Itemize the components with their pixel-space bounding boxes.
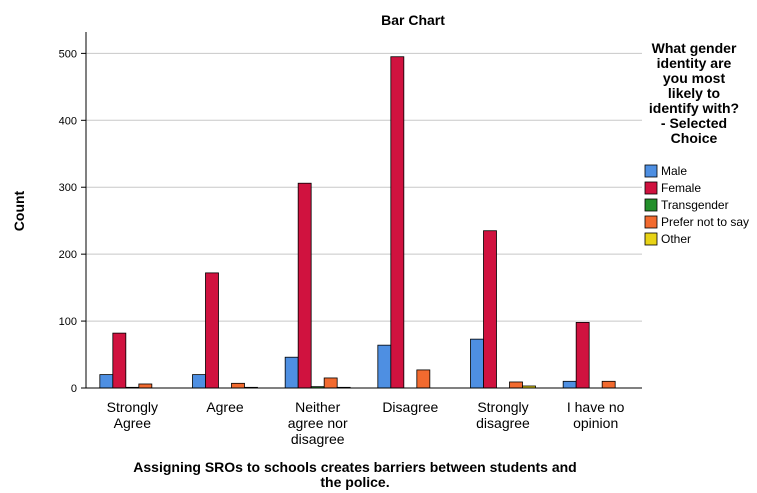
x-tick-label-0-0: Strongly	[107, 399, 158, 415]
bars	[99, 56, 616, 389]
x-tick-label-3-0: Disagree	[382, 399, 438, 415]
bar-male-2	[284, 356, 299, 389]
bar-female-3	[390, 56, 405, 389]
legend-label-female: Female	[661, 181, 701, 195]
bar-male-1	[192, 374, 206, 389]
bar-male-4	[470, 338, 484, 389]
legend-label-transgender: Transgender	[661, 198, 729, 212]
x-tick-label-5-0: I have no	[567, 399, 625, 415]
bar-female-0	[112, 332, 127, 389]
legend-swatch-female	[644, 181, 658, 195]
bar-female-2	[297, 182, 312, 389]
bar-male-0	[99, 374, 114, 389]
legend-title-line-5: - Selected	[661, 115, 727, 131]
legend-title-line-0: What gender	[652, 40, 737, 56]
x-tick-label-4-0: Strongly	[477, 399, 528, 415]
y-tick-label-200: 200	[59, 249, 77, 261]
legend-label-male: Male	[661, 164, 687, 178]
y-axis-title: Count	[11, 190, 27, 231]
x-axis-title: Assigning SROs to schools creates barrie…	[133, 459, 576, 490]
bar-prefer-not-to-say-1	[231, 382, 245, 389]
bar-prefer-not-to-say-0	[138, 383, 153, 389]
legend-title-line-1: identity are	[657, 55, 732, 71]
legend-title-line-6: Choice	[671, 130, 718, 146]
y-tick-label-100: 100	[59, 316, 77, 328]
legend-swatch-male	[644, 164, 658, 178]
legend-title-line-4: identify with?	[649, 100, 739, 116]
legend-swatch-other	[644, 232, 658, 246]
bar-prefer-not-to-say-4	[509, 381, 523, 389]
legend-label-other: Other	[661, 232, 691, 246]
y-tick-label-300: 300	[59, 182, 77, 194]
bar-prefer-not-to-say-5	[601, 380, 616, 389]
legend-swatch-prefer-not-to-say	[644, 215, 658, 229]
bar-female-4	[483, 230, 497, 389]
gridlines	[86, 52, 642, 322]
x-tick-label-2-2: disagree	[291, 431, 345, 447]
y-tick-label-0: 0	[71, 383, 77, 395]
x-tick-label-2-1: agree nor	[288, 415, 348, 431]
bar-male-5	[562, 380, 577, 389]
x-tick-label-1-0: Agree	[206, 399, 244, 415]
x-axis-title-line-0: Assigning SROs to schools creates barrie…	[133, 459, 576, 475]
y-tick-label-500: 500	[59, 48, 77, 60]
legend-swatch-transgender	[644, 198, 658, 212]
bar-male-3	[377, 344, 392, 389]
bar-prefer-not-to-say-2	[323, 377, 338, 389]
y-tick-label-400: 400	[59, 115, 77, 127]
legend-title-line-3: likely to	[668, 85, 720, 101]
x-tick-label-5-1: opinion	[573, 415, 618, 431]
bar-prefer-not-to-say-3	[416, 369, 431, 389]
x-tick-label-4-1: disagree	[476, 415, 530, 431]
bar-female-5	[575, 322, 590, 389]
bar-female-1	[205, 272, 219, 389]
x-tick-label-0-1: Agree	[114, 415, 152, 431]
legend-title-line-2: you most	[663, 70, 726, 86]
x-axis-title-line-1: the police.	[320, 474, 389, 490]
chart-title: Bar Chart	[381, 12, 445, 28]
x-tick-label-2-0: Neither	[295, 399, 340, 415]
legend-label-prefer-not-to-say: Prefer not to say	[661, 215, 749, 229]
